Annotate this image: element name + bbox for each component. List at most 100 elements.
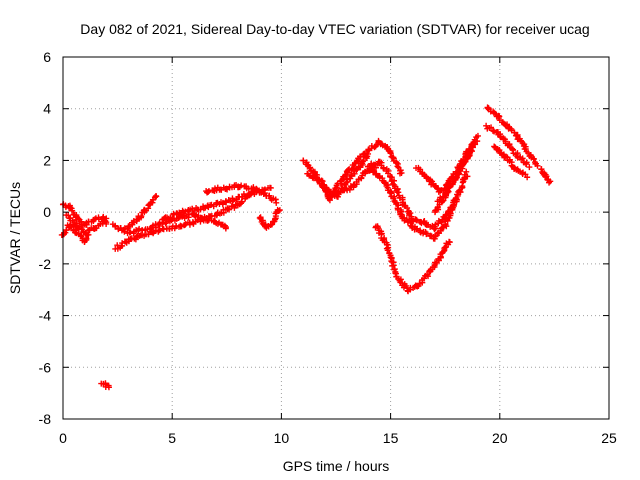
y-tick-label: 0 [43,204,51,220]
data-point-marker [365,150,372,157]
data-point-marker [483,122,490,129]
data-point-marker [276,207,283,214]
data-point-marker [393,159,400,166]
data-point-marker [307,164,314,171]
data-point-marker [323,186,330,193]
data-point-marker [394,163,401,170]
y-tick-label: -2 [39,256,52,272]
data-point-marker [543,173,550,180]
data-point-marker [534,162,541,169]
y-tick-label: 2 [43,152,51,168]
data-point-marker [439,217,446,224]
data-point-marker [152,193,159,200]
data-point-marker [346,166,353,173]
data-point-marker [370,169,377,176]
data-point-marker [497,134,504,141]
data-point-marker [423,231,430,238]
axis-ticks: 0 5 10 15 20 25 -8 -6 -4 -2 0 2 4 6 [39,49,617,446]
data-point-marker [397,167,404,174]
data-point-marker [546,179,553,186]
data-point-marker [273,199,280,206]
series-arc-5 [109,193,160,235]
data-point-marker [341,172,348,179]
data-point-marker [474,138,481,145]
chart-title: Day 082 of 2021, Sidereal Day-to-day VTE… [80,21,589,37]
data-point-marker [429,178,436,185]
data-point-marker [222,225,229,232]
data-point-marker [356,153,363,160]
series-arc-4 [98,380,112,391]
series-arc-7 [124,210,229,237]
data-point-marker [538,166,545,173]
data-point-marker [372,164,379,171]
data-point-marker [404,219,411,226]
data-point-marker [267,184,274,191]
series-arc-9 [203,181,280,206]
data-point-marker [387,150,394,157]
data-point-marker [414,225,421,232]
series-arc-23 [538,166,554,186]
data-point-marker [464,173,471,180]
data-point-marker [226,206,233,213]
data-point-marker [127,229,134,236]
y-tick-label: -6 [39,359,52,375]
data-point-marker [432,233,439,240]
data-point-marker [197,206,204,213]
x-tick-label: 15 [383,430,399,446]
data-point-marker [353,158,360,165]
series-arc-19 [434,148,475,205]
data-point-marker [300,157,307,164]
x-tick-label: 5 [168,430,176,446]
data-point-marker [524,174,531,181]
x-axis-label: GPS time / hours [283,458,390,474]
data-point-marker [435,217,442,224]
data-point-marker [67,222,74,229]
data-point-marker [392,270,399,277]
data-point-marker [375,137,382,144]
data-point-marker [155,228,162,235]
series-arc-10 [256,206,283,231]
data-point-marker [519,155,526,162]
data-point-marker [378,140,385,147]
y-axis-label: SDTVAR / TECUs [7,182,23,294]
data-point-marker [223,185,230,192]
y-tick-label: -8 [39,411,52,427]
x-tick-label: 20 [492,430,508,446]
series-arc-20 [484,104,541,169]
data-point-marker [338,185,345,192]
data-point-marker [468,148,475,155]
data-point-marker [69,207,76,214]
data-point-marker [523,161,530,168]
data-point-marker [275,207,282,214]
grid-lines [63,57,609,419]
data-point-marker [504,121,511,128]
series-arc-16 [372,223,453,295]
y-tick-label: 6 [43,49,51,65]
data-point-marker [526,164,533,171]
y-tick-label: 4 [43,101,51,117]
series-arc-22 [491,143,531,181]
data-point-marker [105,384,112,391]
data-point-marker [256,214,263,221]
series-arc-21 [483,122,533,171]
data-point-marker [156,220,163,227]
series-arc-3 [63,212,110,237]
data-point-marker [350,168,357,175]
series-arc-17 [413,139,477,195]
data-point-marker [238,182,245,189]
data-point-marker [464,155,471,162]
data-point-marker [446,183,453,190]
data-point-marker [363,154,370,161]
data-point-marker [398,170,405,176]
data-point-marker [421,218,428,225]
data-point-marker [511,129,518,136]
data-point-marker [126,222,133,229]
series-arc-8 [159,184,274,223]
data-point-marker [310,175,317,182]
data-point-marker [375,158,382,165]
x-tick-label: 25 [601,430,617,446]
data-point-marker [474,132,481,139]
data-point-marker [103,215,110,222]
series-arc-15 [364,163,471,242]
